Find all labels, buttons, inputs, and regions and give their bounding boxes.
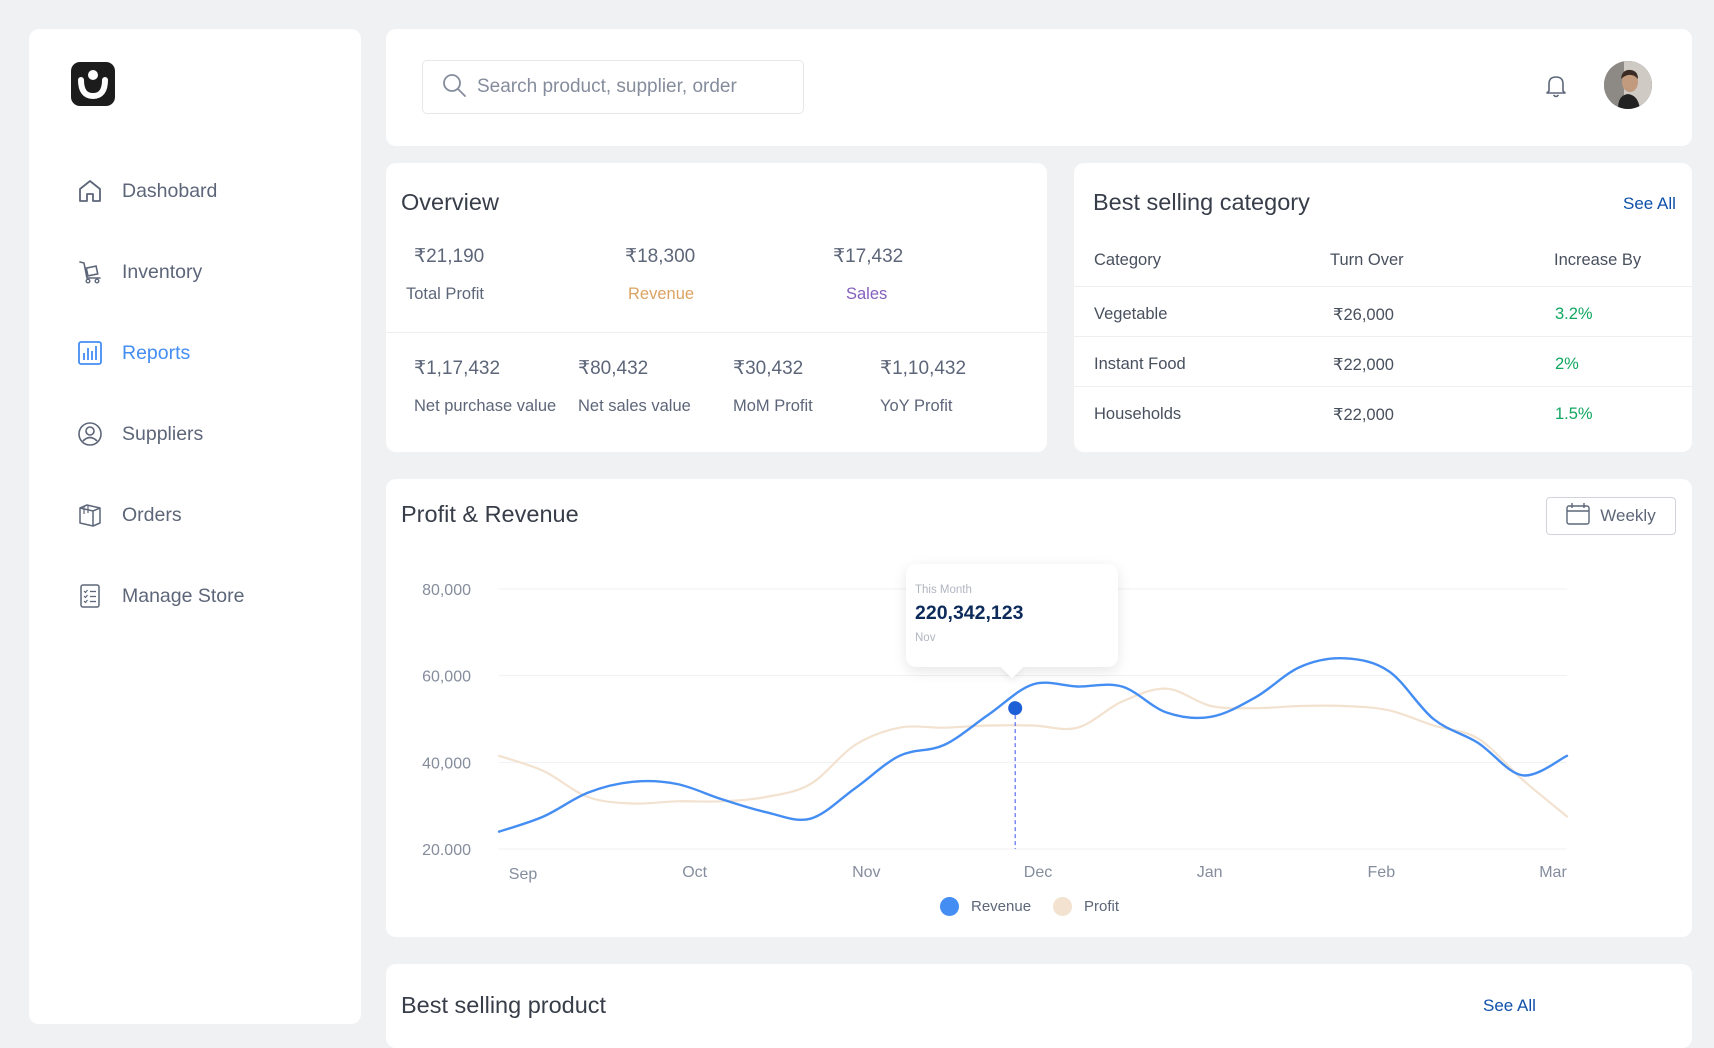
overview-title: Overview [401,189,499,215]
sidebar: Dashobard Inventory Reports Suppliers Or [29,29,361,1024]
search-input[interactable] [477,76,777,98]
bar-chart-icon [76,339,104,367]
mom-profit-value: ₹30,432 [733,358,804,379]
period-select-button[interactable]: Weekly [1546,497,1676,535]
category-turnover: ₹22,000 [1333,356,1394,374]
yoy-profit-value: ₹1,10,432 [880,358,967,379]
x-tick-label: Dec [1024,864,1052,881]
net-sales-value: ₹80,432 [578,358,649,379]
sidebar-item-orders[interactable]: Orders [76,495,182,535]
y-tick-label: 20.000 [422,842,471,859]
user-circle-icon [76,420,104,448]
profit-revenue-chart: 80,000 60,000 40,000 20.000 Sep Oct Nov Dec Jan F… [422,582,1569,883]
sidebar-item-label: Suppliers [122,422,204,445]
x-tick-label: Sep [509,866,538,883]
see-all-products-link[interactable]: See All [1483,996,1536,1015]
category-name: Vegetable [1094,305,1168,323]
legend-swatch [1053,897,1072,916]
best-selling-product-card: Best selling product See All [386,964,1692,1048]
avatar-image [1604,61,1652,109]
total-profit-label: Total Profit [406,285,484,303]
net-purchase-value: ₹1,17,432 [414,358,501,379]
legend-item-revenue[interactable]: Revenue [940,897,1031,916]
category-name: Households [1094,405,1182,423]
net-sales-label: Net sales value [578,397,691,415]
category-increase: 2% [1555,355,1579,373]
table-divider [1074,386,1692,387]
category-name: Instant Food [1094,355,1186,373]
y-tick-label: 60,000 [422,669,471,686]
sidebar-item-label: Reports [122,341,191,364]
sidebar-item-dashboard[interactable]: Dashobard [76,171,217,211]
sidebar-item-label: Inventory [122,260,203,283]
sidebar-item-inventory[interactable]: Inventory [76,252,202,292]
checklist-icon [76,582,104,610]
profit-revenue-card: Profit & Revenue Weekly 80,000 60,000 40,0… [386,479,1692,937]
net-purchase-label: Net purchase value [414,397,557,415]
overview-divider [386,332,1047,333]
column-header-increase: Increase By [1554,251,1642,269]
tooltip-label: This Month [915,584,972,596]
chart-tooltip: This Month 220,342,123 Nov [906,564,1118,667]
x-tick-label: Oct [682,864,707,881]
series-line-profit [497,687,1569,818]
sidebar-item-label: Orders [122,503,182,526]
legend-label: Profit [1084,898,1120,915]
column-header-turnover: Turn Over [1330,251,1404,269]
x-tick-label: Feb [1368,864,1396,881]
search-box[interactable] [422,60,804,114]
overview-card: Overview ₹21,190 Total Profit ₹18,300 Re… [386,163,1047,452]
mom-profit-label: MoM Profit [733,397,813,415]
best-product-title: Best selling product [401,992,607,1018]
column-header-category: Category [1094,251,1161,269]
tooltip-value: 220,342,123 [915,602,1024,624]
tooltip-month: Nov [915,632,936,644]
home-icon [76,177,104,205]
category-turnover: ₹22,000 [1333,406,1394,424]
best-category-title: Best selling category [1093,189,1310,215]
profit-revenue-title: Profit & Revenue [401,501,579,527]
total-profit-value: ₹21,190 [414,246,485,267]
legend-label: Revenue [971,898,1032,915]
category-increase: 3.2% [1555,305,1593,323]
period-select-label: Weekly [1600,506,1656,525]
legend-swatch [940,897,959,916]
y-tick-label: 40,000 [422,755,471,772]
package-icon [76,501,104,529]
highlight-point [1008,701,1023,716]
notification-bell-icon[interactable] [1544,73,1568,104]
table-divider [1074,336,1692,337]
sidebar-item-reports[interactable]: Reports [76,333,190,373]
revenue-value: ₹18,300 [625,246,696,267]
top-bar [386,29,1692,146]
trolley-icon [76,258,104,286]
legend-item-profit[interactable]: Profit [1053,897,1119,916]
category-turnover: ₹26,000 [1333,306,1394,324]
x-tick-label: Nov [852,864,880,881]
sidebar-item-manage-store[interactable]: Manage Store [76,576,245,616]
logo-icon [78,70,108,100]
sales-value: ₹17,432 [833,246,904,267]
yoy-profit-label: YoY Profit [880,397,953,415]
app-logo[interactable] [71,62,115,106]
series-line-revenue [497,657,1569,833]
y-tick-label: 80,000 [422,582,471,599]
category-increase: 1.5% [1555,405,1593,423]
sidebar-item-label: Dashobard [122,179,218,202]
calendar-icon [1566,502,1590,531]
see-all-categories-link[interactable]: See All [1623,194,1676,213]
search-icon [441,72,467,103]
revenue-label: Revenue [628,285,695,303]
table-divider [1074,286,1692,287]
best-selling-category-card: Best selling category See All Category T… [1074,163,1692,452]
x-tick-label: Mar [1539,864,1567,881]
avatar[interactable] [1604,61,1652,109]
sidebar-item-label: Manage Store [122,584,245,607]
sidebar-item-suppliers[interactable]: Suppliers [76,414,203,454]
x-tick-label: Jan [1197,864,1223,881]
sales-label: Sales [846,285,888,303]
